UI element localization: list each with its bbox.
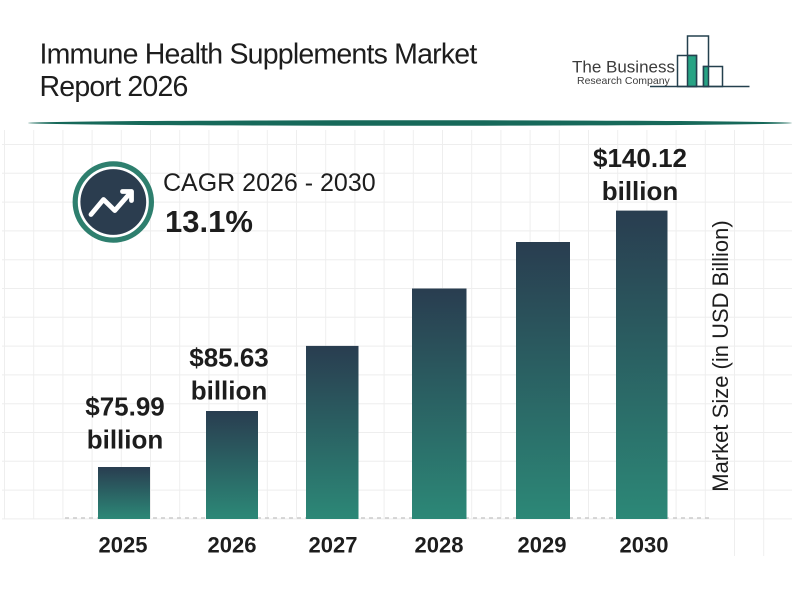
svg-text:Market Size (in USD Billion): Market Size (in USD Billion) (708, 220, 733, 491)
svg-text:13.1%: 13.1% (165, 204, 253, 239)
svg-text:2029: 2029 (518, 533, 567, 558)
svg-text:$75.99: $75.99 (85, 392, 165, 422)
svg-text:2025: 2025 (99, 533, 148, 558)
svg-text:2027: 2027 (309, 533, 358, 558)
svg-text:CAGR 2026 - 2030: CAGR 2026 - 2030 (163, 169, 376, 197)
svg-text:2028: 2028 (415, 533, 464, 558)
svg-text:Research Company: Research Company (577, 75, 671, 87)
svg-text:billion: billion (602, 176, 679, 206)
svg-text:2026: 2026 (208, 533, 257, 558)
svg-text:billion: billion (191, 376, 268, 406)
svg-text:billion: billion (87, 425, 164, 455)
svg-text:$140.12: $140.12 (593, 143, 687, 173)
svg-text:Report 2026: Report 2026 (40, 71, 188, 103)
svg-text:2030: 2030 (620, 533, 669, 558)
svg-text:$85.63: $85.63 (189, 343, 269, 373)
svg-text:The Business: The Business (572, 58, 675, 77)
svg-text:Immune Health Supplements Mark: Immune Health Supplements Market (40, 39, 478, 71)
